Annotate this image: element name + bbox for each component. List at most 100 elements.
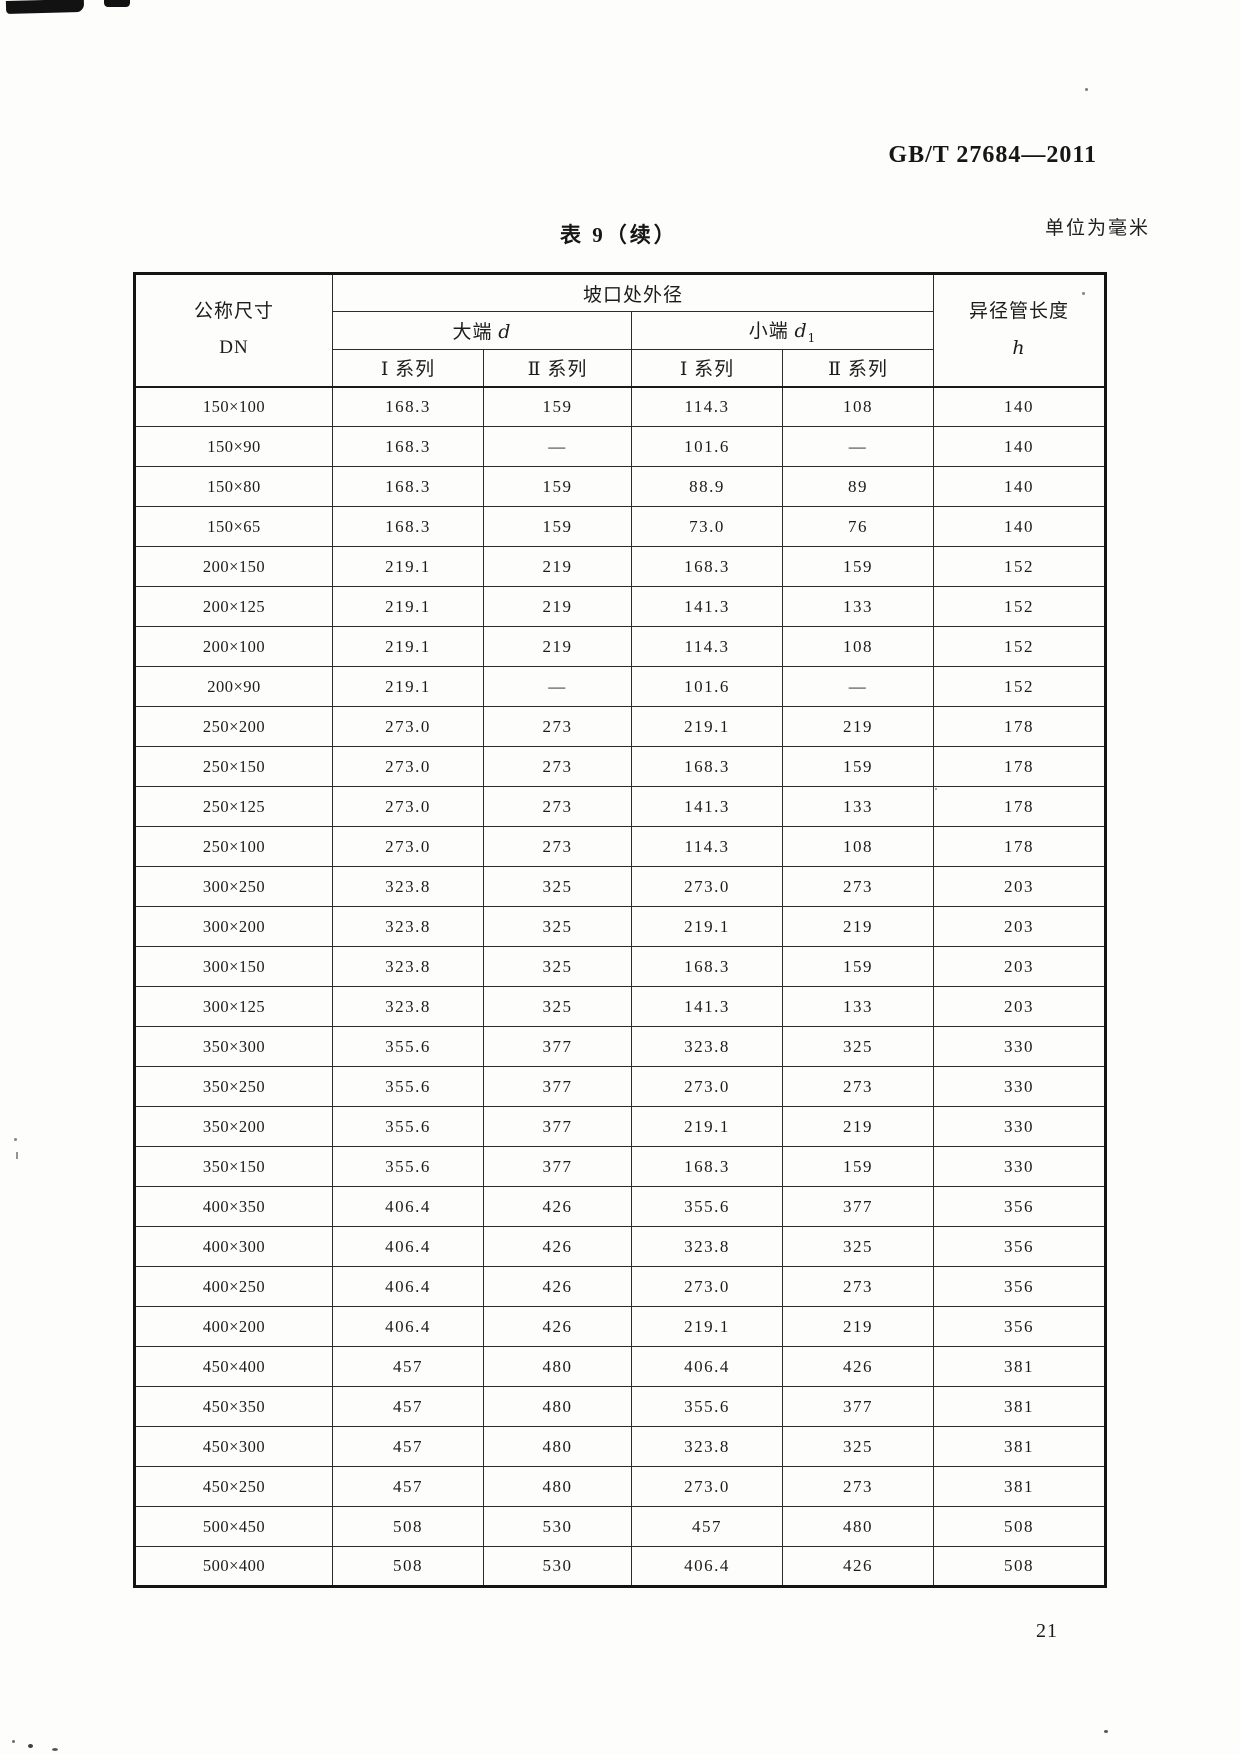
dn-cell: 450×250: [134, 1466, 333, 1507]
header-row-2: 大端 d 小端 d1: [135, 311, 1106, 350]
value-cell: 508: [332, 1506, 484, 1547]
header-big-end: 大端 d: [332, 311, 632, 350]
dn-cell: 400×250: [134, 1266, 333, 1307]
value-cell: 323.8: [332, 866, 484, 907]
value-cell: 480: [483, 1386, 632, 1427]
dn-cell: 400×350: [134, 1186, 333, 1227]
header-small-end-symbol: d1: [794, 320, 817, 345]
value-cell: 325: [483, 866, 632, 907]
value-cell: 219: [781, 706, 935, 747]
value-cell: 133: [781, 586, 935, 627]
header-small-end: 小端 d1: [630, 311, 935, 350]
table-row: 250×100 273.0 273 114.3 108 178: [134, 826, 1107, 867]
value-cell: 178: [933, 826, 1107, 867]
unit-note: 单位为毫米: [1044, 218, 1150, 239]
value-cell: 356: [933, 1266, 1107, 1307]
header-small-end-series-1: Ⅰ 系列: [631, 349, 783, 387]
value-cell: 457: [332, 1426, 484, 1467]
reducer-dimensions-table: 公称尺寸 DN 坡口处外径 异径管长度 h 大端 d 小端 d1: [133, 272, 1108, 1588]
table-header: 公称尺寸 DN 坡口处外径 异径管长度 h 大端 d 小端 d1: [134, 273, 1107, 387]
value-cell: 325: [483, 946, 632, 987]
value-cell: 219.1: [631, 906, 783, 947]
value-cell: 330: [933, 1146, 1107, 1187]
value-cell: 133: [781, 786, 935, 827]
dn-cell: 350×150: [134, 1146, 333, 1187]
value-cell: 159: [483, 466, 632, 507]
value-cell: 480: [483, 1466, 632, 1507]
value-cell: 355.6: [332, 1146, 484, 1187]
scan-artifact: [14, 1138, 17, 1141]
value-cell: 356: [933, 1306, 1107, 1347]
dn-cell: 200×150: [134, 546, 333, 587]
value-cell: 381: [933, 1466, 1107, 1507]
value-cell: 330: [933, 1066, 1107, 1107]
value-cell: 89: [781, 466, 935, 507]
value-cell: 377: [781, 1386, 935, 1427]
table-row: 150×65 168.3 159 73.0 76 140: [134, 506, 1107, 547]
value-cell: 219: [483, 626, 632, 667]
value-cell: 159: [483, 506, 632, 547]
value-cell: 159: [781, 546, 935, 587]
value-cell: 273.0: [332, 826, 484, 867]
value-cell: 330: [933, 1106, 1107, 1147]
dn-cell: 300×250: [134, 866, 333, 907]
dn-cell: 500×400: [134, 1546, 333, 1587]
value-cell: 406.4: [631, 1346, 783, 1387]
header-row-3: Ⅰ 系列 Ⅱ 系列 Ⅰ 系列 Ⅱ 系列: [135, 349, 1106, 387]
table-row: 200×125 219.1 219 141.3 133 152: [134, 586, 1107, 627]
value-cell: 323.8: [332, 946, 484, 987]
value-cell: 140: [933, 426, 1107, 467]
value-cell: 159: [781, 946, 935, 987]
dn-cell: 300×125: [134, 986, 333, 1027]
dn-cell: 450×300: [134, 1426, 333, 1467]
table-row: 500×400 508 530 406.4 426 508: [134, 1546, 1107, 1587]
value-cell: 152: [933, 626, 1107, 667]
scan-artifact: [104, 0, 130, 7]
standard-number: GB/T 27684—2011: [888, 142, 1097, 168]
value-cell: 381: [933, 1346, 1107, 1387]
value-cell: 114.3: [631, 826, 783, 867]
value-cell: 273.0: [631, 1266, 783, 1307]
scan-artifact: [5, 0, 85, 15]
value-cell: 325: [781, 1026, 935, 1067]
table-title: 表 9（续）: [560, 223, 678, 247]
dn-cell: 200×100: [134, 626, 333, 667]
value-cell: 325: [781, 1426, 935, 1467]
value-cell: 480: [483, 1426, 632, 1467]
table-row: 200×150 219.1 219 168.3 159 152: [134, 546, 1107, 587]
table-row: 250×200 273.0 273 219.1 219 178: [134, 706, 1107, 747]
value-cell: —: [483, 426, 632, 467]
value-cell: 203: [933, 866, 1107, 907]
value-cell: 203: [933, 946, 1107, 987]
header-nominal-size-symbol: DN: [219, 337, 249, 359]
value-cell: 219.1: [332, 666, 484, 707]
value-cell: 108: [781, 386, 935, 427]
value-cell: 273.0: [631, 866, 783, 907]
value-cell: 219.1: [332, 586, 484, 627]
value-cell: 508: [933, 1506, 1107, 1547]
value-cell: 108: [781, 826, 935, 867]
value-cell: 457: [631, 1506, 783, 1547]
value-cell: 323.8: [631, 1426, 783, 1467]
value-cell: 152: [933, 666, 1107, 707]
value-cell: 323.8: [631, 1026, 783, 1067]
value-cell: 140: [933, 466, 1107, 507]
dn-cell: 450×400: [134, 1346, 333, 1387]
table-row: 200×100 219.1 219 114.3 108 152: [134, 626, 1107, 667]
value-cell: 273.0: [332, 746, 484, 787]
value-cell: 356: [933, 1186, 1107, 1227]
value-cell: 377: [781, 1186, 935, 1227]
value-cell: 355.6: [631, 1386, 783, 1427]
value-cell: 219: [483, 546, 632, 587]
dn-cell: 500×450: [134, 1506, 333, 1547]
header-small-end-series-2: Ⅱ 系列: [781, 349, 935, 387]
value-cell: 273.0: [332, 786, 484, 827]
table-row: 350×250 355.6 377 273.0 273 330: [134, 1066, 1107, 1107]
table-row: 300×150 323.8 325 168.3 159 203: [134, 946, 1107, 987]
value-cell: 325: [781, 1226, 935, 1267]
value-cell: 168.3: [631, 546, 783, 587]
header-big-end-series-1: Ⅰ 系列: [332, 349, 484, 387]
value-cell: 219.1: [332, 546, 484, 587]
value-cell: 508: [933, 1546, 1107, 1587]
dn-cell: 250×200: [134, 706, 333, 747]
